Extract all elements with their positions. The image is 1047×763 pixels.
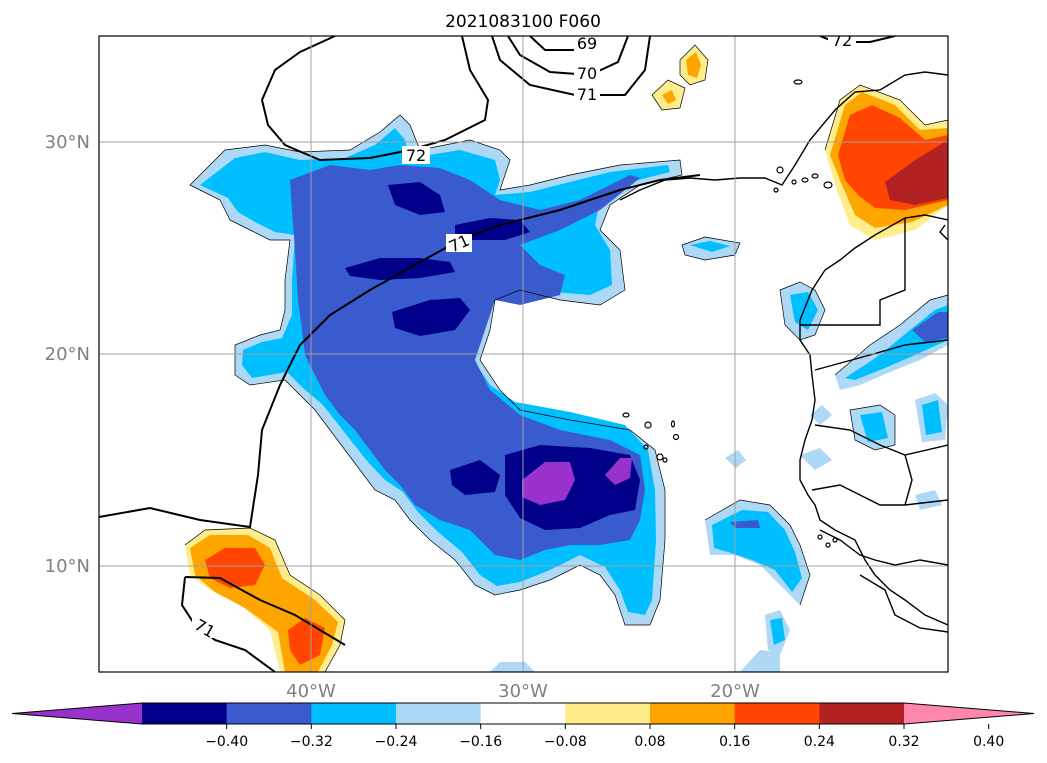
map-frame <box>98 35 949 673</box>
colorbar-tick-label: −0.08 <box>544 734 587 750</box>
anomaly-fill-navy-3 <box>345 258 455 280</box>
colorbar-extend-low <box>12 703 142 724</box>
map-panel: 69 70 71 72 72 71 71 <box>98 31 949 673</box>
anomaly-fill-n-orange-1 <box>686 52 701 78</box>
colorbar-tick-label: −0.16 <box>459 734 502 750</box>
anomaly-fill-navy-1 <box>388 182 445 215</box>
anomaly-fill-east-3c <box>912 312 948 342</box>
shade-outlines <box>184 44 948 672</box>
lon-label-40w: 40°W <box>286 681 336 702</box>
inland-border-8 <box>939 224 948 241</box>
anomaly-fill-east-5b <box>922 400 942 435</box>
colorbar-segment <box>819 703 905 724</box>
plot-title: 2021083100 F060 <box>445 12 601 32</box>
colorbar-segment <box>226 703 312 724</box>
colorbar-segment <box>142 703 228 724</box>
colorbar-tick-label: 0.40 <box>973 734 1004 750</box>
contour-label-70: 70 <box>577 64 597 83</box>
anomaly-fill-navy-6 <box>505 445 640 530</box>
anomaly-fill-east-8 <box>740 650 780 672</box>
longitude-labels: 40°W 30°W 20°W <box>286 681 760 702</box>
anomaly-fill-east-7b <box>770 618 785 645</box>
gridlines <box>99 36 948 672</box>
anomaly-fill-ne-firebrick <box>885 140 948 205</box>
colorbar-tick-label: 0.32 <box>888 734 919 750</box>
colorbar-extend-high <box>904 703 1034 724</box>
inland-border-7 <box>904 454 913 506</box>
colorbar-tick-label: 0.08 <box>634 734 665 750</box>
contour-label-72-ne: 72 <box>832 31 852 50</box>
colorbar-segment <box>565 703 651 724</box>
inland-border-3 <box>814 424 948 456</box>
contour-71-diagonal <box>99 174 701 529</box>
anomaly-fill-sw-red-2 <box>288 618 325 665</box>
lon-label-30w: 30°W <box>498 681 548 702</box>
lon-label-20w: 20°W <box>710 681 760 702</box>
contour-label-backgrounds <box>192 36 856 638</box>
lat-label-30n: 30°N <box>45 132 90 153</box>
colorbar-segment <box>396 703 482 724</box>
contour-72-north-loop <box>260 36 490 162</box>
anomaly-fill-navy-4 <box>392 298 470 336</box>
latitude-labels: 30°N 20°N 10°N <box>45 132 90 577</box>
inland-border-6 <box>859 574 948 633</box>
anomaly-fill-east-4b <box>860 412 888 442</box>
anomaly-fill-violet-2 <box>605 458 632 485</box>
islands <box>622 79 838 548</box>
inland-border-2 <box>814 339 948 371</box>
inland-border-4 <box>811 484 948 506</box>
colorbar-tick-label: 0.16 <box>719 734 750 750</box>
africa-coastline <box>619 71 948 201</box>
colorbar-segment <box>650 703 736 724</box>
lat-label-20n: 20°N <box>45 344 90 365</box>
anomaly-fill-mini-3 <box>800 448 832 470</box>
anomaly-fill-mini-4 <box>915 490 942 510</box>
anomaly-fill-mini-2 <box>810 405 832 425</box>
contour-label-69: 69 <box>577 34 597 53</box>
contour-70-loop <box>507 36 629 77</box>
anomaly-fill-n-orange-2 <box>662 90 676 104</box>
contour-label-72-north: 72 <box>406 146 426 165</box>
colorbar-outline <box>11 702 1035 725</box>
anomaly-fill-south-1 <box>490 662 535 672</box>
colorbar-segment <box>480 703 566 724</box>
colorbar-segment <box>734 703 820 724</box>
contour-71-sw-2 <box>184 576 346 646</box>
anomaly-fill-east-1b <box>690 241 730 252</box>
anomaly-fill-navy-5 <box>450 460 500 495</box>
colorbar-tick-label: 0.24 <box>804 734 835 750</box>
colorbar-segment <box>311 703 397 724</box>
lat-label-10n: 10°N <box>45 556 90 577</box>
colorbar-tick-label: −0.40 <box>205 734 248 750</box>
colorbar-tick-label: −0.32 <box>290 734 333 750</box>
inland-border-5 <box>819 529 948 566</box>
inland-border-1 <box>800 218 906 326</box>
contour-label-71-north: 71 <box>577 85 597 104</box>
coastlines <box>619 71 948 633</box>
nw-africa-coast <box>799 214 948 626</box>
anomaly-fill-east-6c <box>730 520 760 528</box>
filled-contours: 69 70 71 72 72 71 71 <box>99 31 948 672</box>
colorbar: −0.40 −0.32 −0.24 −0.16 −0.08 0.08 0.16 0.24 0.3… <box>11 702 1035 750</box>
anomaly-fill-violet-1 <box>522 462 575 505</box>
colorbar-tick-label: −0.24 <box>375 734 418 750</box>
